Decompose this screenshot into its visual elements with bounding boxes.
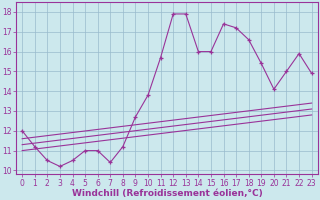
- X-axis label: Windchill (Refroidissement éolien,°C): Windchill (Refroidissement éolien,°C): [72, 189, 262, 198]
